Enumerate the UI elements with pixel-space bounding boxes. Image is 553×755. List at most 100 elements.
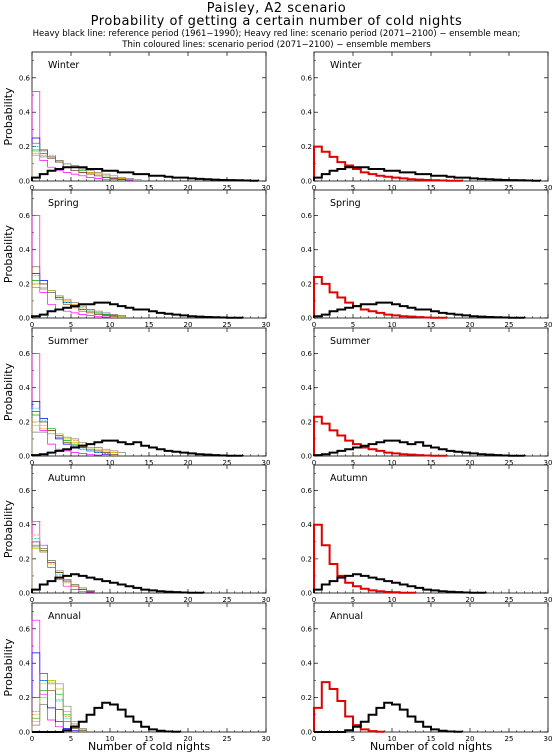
panel-autumn-left-xtick-label: 25	[223, 596, 232, 604]
panel-annual-left-ytick-label: 0.2	[19, 694, 30, 702]
panel-autumn-left-ytick-label: 0.2	[19, 555, 30, 563]
panel-spring-right-xtick-label: 10	[388, 321, 397, 329]
panel-spring-left-xtick-label: 20	[184, 321, 193, 329]
panel-spring-left-ytick-label: 0.4	[19, 246, 31, 254]
xlabel: Number of cold nights	[370, 740, 492, 753]
panel-spring-left-season-label: Spring	[48, 198, 79, 209]
panel-summer-right-xtick-label: 15	[427, 459, 436, 467]
panel-winter-right-frame	[313, 51, 549, 182]
panel-spring-right-ytick-label: 0.2	[301, 280, 312, 288]
panel-autumn-left-reference-line	[31, 573, 205, 594]
panel-spring-right-scenario-mean-line	[313, 276, 448, 319]
panel-annual-left-ytick-label: 0.4	[19, 660, 31, 668]
panel-autumn-right-season-label: Autumn	[330, 473, 368, 484]
panel-spring-right-xtick-label: 30	[544, 321, 553, 329]
panel-autumn-right-xtick-label: 5	[351, 596, 355, 604]
panel-spring-right-xtick-label: 5	[351, 321, 355, 329]
panel-spring-left-member-line	[31, 280, 126, 318]
panel-autumn-right-scenario-mean-line	[313, 523, 417, 594]
panel-spring-left-frame	[31, 189, 267, 319]
panel-summer-right-ytick-label: 0.2	[301, 418, 312, 426]
panel-annual-left-xtick-label: 10	[106, 735, 115, 743]
panel-spring-right-frame	[313, 189, 549, 319]
panel-winter-right-xtick-label: 5	[351, 184, 355, 192]
panel-spring-left-xtick-label: 30	[262, 321, 271, 329]
panel-summer-left-xtick-label: 5	[69, 459, 73, 467]
panel-annual-right-xtick-label: 10	[388, 735, 397, 743]
panel-summer-right-xtick-label: 10	[388, 459, 397, 467]
panel-autumn-right-ytick-label: 0.4	[301, 521, 313, 529]
chart-subtitle: Probability of getting a certain number …	[90, 14, 463, 29]
panel-annual-left-xtick-label: 15	[145, 735, 154, 743]
chart-title: Paisley, A2 scenario	[206, 1, 347, 16]
panel-annual-left-xtick-label: 0	[30, 735, 34, 743]
panel-spring-right-ytick-label: 0.0	[301, 315, 312, 323]
panel-summer-left-ytick-label: 0.0	[19, 453, 30, 461]
panel-spring-left-ytick-label: 0.2	[19, 280, 30, 288]
panel-winter-right-season-label: Winter	[330, 60, 361, 71]
panel-annual-left-ytick-label: 0.0	[19, 729, 30, 737]
panel-autumn-right-xtick-label: 15	[427, 596, 436, 604]
panel-spring-right-ytick-label: 0.6	[301, 212, 313, 220]
panel-annual-right-xtick-label: 20	[466, 735, 475, 743]
panel-spring-right-xtick-label: 15	[427, 321, 436, 329]
panel-winter-left-xtick-label: 10	[106, 184, 115, 192]
panel-spring-left-member-line	[31, 215, 111, 318]
panel-winter-left-ytick-label: 0.2	[19, 143, 30, 151]
panel-summer-right-ytick-label: 0.6	[301, 350, 313, 358]
panel-summer-right-season-label: Summer	[330, 336, 370, 347]
panel-autumn-right-xtick-label: 20	[466, 596, 475, 604]
panel-autumn-left-xtick-label: 0	[30, 596, 34, 604]
panel-summer-left-member-line	[31, 414, 119, 456]
panel-summer-left-season-label: Summer	[48, 336, 88, 347]
panel-summer-left-member-line	[31, 353, 103, 456]
panel-annual-left-ytick-label: 0.6	[19, 625, 31, 633]
ylabel: Probability	[2, 638, 15, 697]
panel-autumn-left-ytick-label: 0.6	[19, 487, 31, 495]
panel-annual-left-xtick-label: 20	[184, 735, 193, 743]
panel-winter-right-ytick-label: 0.6	[301, 74, 313, 82]
panel-spring-left-xtick-label: 25	[223, 321, 232, 329]
panel-winter-left-member-line	[31, 142, 126, 181]
panel-summer-right-xtick-label: 5	[351, 459, 355, 467]
panel-summer-left-ytick-label: 0.2	[19, 418, 30, 426]
panel-summer-left-member-line	[31, 431, 126, 456]
panel-autumn-left-xtick-label: 15	[145, 596, 154, 604]
panel-winter-right-ytick-label: 0.4	[301, 109, 313, 117]
panel-annual-right-season-label: Annual	[330, 611, 363, 622]
panel-summer-left-member-line	[31, 411, 119, 456]
panel-autumn-right-ytick-label: 0.6	[301, 487, 313, 495]
panel-summer-left-member-line	[31, 424, 119, 456]
panel-winter-right-scenario-mean-line	[313, 145, 464, 182]
panel-summer-right-xtick-label: 30	[544, 459, 553, 467]
panel-winter-right-ytick-label: 0.2	[301, 143, 312, 151]
panel-annual-right-xtick-label: 0	[312, 735, 316, 743]
panel-autumn-right-xtick-label: 10	[388, 596, 397, 604]
panel-summer-right-xtick-label: 0	[312, 459, 316, 467]
panel-autumn-right-xtick-label: 0	[312, 596, 316, 604]
panel-winter-right-ytick-label: 0.0	[301, 178, 312, 186]
panel-summer-right-reference-line	[313, 439, 526, 457]
panel-summer-right-frame	[313, 327, 549, 457]
panel-winter-left-xtick-label: 20	[184, 184, 193, 192]
panel-spring-left-xtick-label: 15	[145, 321, 154, 329]
panel-summer-left-xtick-label: 10	[106, 459, 115, 467]
panel-winter-right-xtick-label: 25	[505, 184, 514, 192]
panel-autumn-right-reference-line	[313, 573, 487, 594]
panel-annual-right-reference-line	[314, 701, 464, 733]
panel-spring-left-xtick-label: 5	[69, 321, 73, 329]
panel-winter-left-xtick-label: 25	[223, 184, 232, 192]
panel-autumn-right-frame	[313, 464, 549, 594]
panel-summer-left-xtick-label: 20	[184, 459, 193, 467]
panel-autumn-left-xtick-label: 20	[184, 596, 193, 604]
legend-line-2: Thin coloured lines: scenario period (20…	[122, 40, 431, 50]
panel-summer-left-ytick-label: 0.6	[19, 350, 31, 358]
panel-annual-left-xtick-label: 25	[223, 735, 232, 743]
panel-autumn-right-ytick-label: 0.0	[301, 590, 312, 598]
panel-annual-left-member-line	[31, 673, 87, 732]
panel-spring-left-xtick-label: 10	[106, 321, 115, 329]
panel-spring-left-xtick-label: 0	[30, 321, 34, 329]
panel-autumn-left-season-label: Autumn	[48, 473, 86, 484]
panel-winter-left-ytick-label: 0.6	[19, 74, 31, 82]
